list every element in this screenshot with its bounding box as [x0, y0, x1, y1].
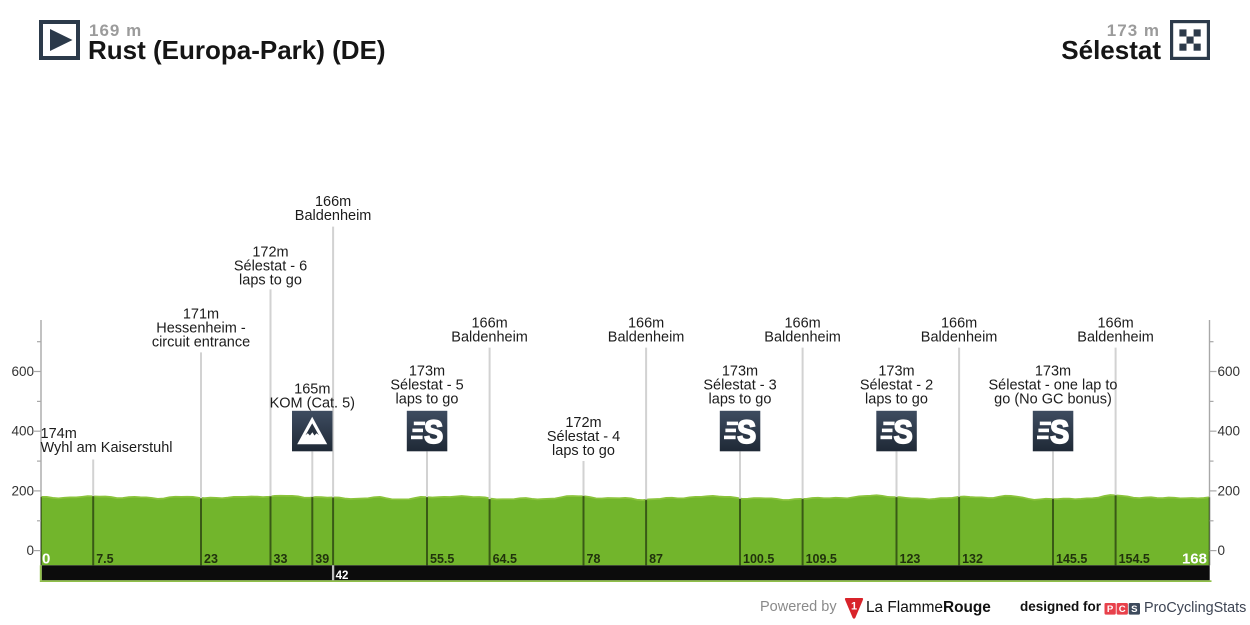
svg-text:166m: 166m — [941, 316, 977, 332]
svg-text:1: 1 — [851, 601, 857, 613]
svg-text:166m: 166m — [628, 316, 664, 332]
svg-text:S: S — [737, 415, 756, 451]
svg-text:S: S — [1131, 604, 1138, 615]
svg-text:165m: 165m — [294, 381, 330, 397]
svg-text:S: S — [1050, 415, 1069, 451]
svg-text:Sélestat - 4: Sélestat - 4 — [547, 429, 620, 445]
svg-text:S: S — [424, 415, 443, 451]
svg-text:166m: 166m — [315, 194, 351, 210]
svg-text:Baldenheim: Baldenheim — [608, 330, 685, 346]
svg-text:P: P — [1107, 604, 1114, 615]
svg-text:Wyhl am Kaiserstuhl: Wyhl am Kaiserstuhl — [41, 440, 173, 456]
svg-text:0: 0 — [26, 543, 34, 558]
svg-text:Sélestat - 6: Sélestat - 6 — [234, 259, 307, 275]
svg-text:168: 168 — [1182, 550, 1207, 567]
svg-text:200: 200 — [11, 483, 34, 498]
svg-text:600: 600 — [11, 364, 34, 379]
svg-text:Baldenheim: Baldenheim — [921, 330, 998, 346]
svg-text:123: 123 — [900, 552, 921, 566]
svg-text:23: 23 — [204, 552, 218, 566]
svg-text:Baldenheim: Baldenheim — [451, 330, 528, 346]
svg-text:Sélestat - 5: Sélestat - 5 — [390, 378, 463, 394]
svg-text:7.5: 7.5 — [96, 552, 113, 566]
svg-text:Baldenheim: Baldenheim — [764, 330, 841, 346]
svg-text:172m: 172m — [565, 415, 601, 431]
svg-text:166m: 166m — [471, 316, 507, 332]
svg-text:KOM (Cat. 5): KOM (Cat. 5) — [270, 395, 355, 411]
svg-text:laps to go: laps to go — [552, 443, 615, 459]
svg-text:400: 400 — [11, 424, 34, 439]
svg-text:109.5: 109.5 — [806, 552, 837, 566]
svg-text:S: S — [894, 415, 913, 451]
svg-text:173m: 173m — [878, 364, 914, 380]
svg-text:go (No GC bonus): go (No GC bonus) — [994, 391, 1112, 407]
svg-text:78: 78 — [587, 552, 601, 566]
svg-text:55.5: 55.5 — [430, 552, 454, 566]
svg-text:Baldenheim: Baldenheim — [1077, 330, 1154, 346]
svg-text:600: 600 — [1218, 364, 1241, 379]
svg-text:33: 33 — [274, 552, 288, 566]
svg-text:Sélestat - 2: Sélestat - 2 — [860, 378, 933, 394]
svg-text:Hessenheim -: Hessenheim - — [156, 321, 246, 337]
svg-text:Sélestat - 3: Sélestat - 3 — [703, 378, 776, 394]
svg-text:172m: 172m — [252, 245, 288, 261]
svg-text:166m: 166m — [784, 316, 820, 332]
svg-text:Sélestat - one lap to: Sélestat - one lap to — [989, 378, 1118, 394]
svg-text:39: 39 — [315, 552, 329, 566]
svg-text:64.5: 64.5 — [493, 552, 517, 566]
svg-text:0: 0 — [1218, 543, 1226, 558]
svg-text:400: 400 — [1218, 424, 1241, 439]
svg-text:145.5: 145.5 — [1056, 552, 1087, 566]
svg-text:circuit entrance: circuit entrance — [152, 334, 250, 350]
svg-text:173m: 173m — [1035, 364, 1071, 380]
svg-text:173m: 173m — [722, 364, 758, 380]
svg-text:Baldenheim: Baldenheim — [295, 208, 372, 224]
svg-text:42: 42 — [336, 570, 349, 582]
svg-text:C: C — [1119, 604, 1126, 615]
svg-text:87: 87 — [649, 552, 663, 566]
svg-text:100.5: 100.5 — [743, 552, 774, 566]
svg-text:132: 132 — [962, 552, 983, 566]
svg-text:171m: 171m — [183, 307, 219, 323]
svg-text:154.5: 154.5 — [1119, 552, 1150, 566]
svg-text:laps to go: laps to go — [239, 272, 302, 288]
svg-text:200: 200 — [1218, 483, 1241, 498]
svg-text:laps to go: laps to go — [396, 391, 459, 407]
svg-text:laps to go: laps to go — [865, 391, 928, 407]
svg-text:laps to go: laps to go — [709, 391, 772, 407]
svg-text:166m: 166m — [1097, 316, 1133, 332]
svg-text:0: 0 — [42, 550, 50, 567]
svg-text:173m: 173m — [409, 364, 445, 380]
svg-text:174m: 174m — [41, 426, 77, 442]
